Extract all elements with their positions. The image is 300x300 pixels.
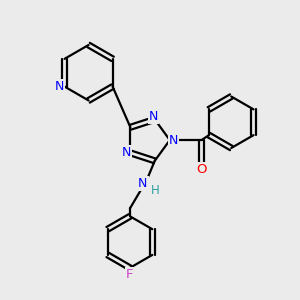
Text: H: H (150, 184, 159, 197)
Text: N: N (122, 146, 131, 159)
Text: N: N (149, 110, 158, 123)
Text: N: N (55, 80, 64, 93)
Text: N: N (169, 134, 178, 147)
Text: F: F (126, 268, 134, 281)
Text: O: O (196, 163, 207, 176)
Text: N: N (138, 177, 148, 190)
